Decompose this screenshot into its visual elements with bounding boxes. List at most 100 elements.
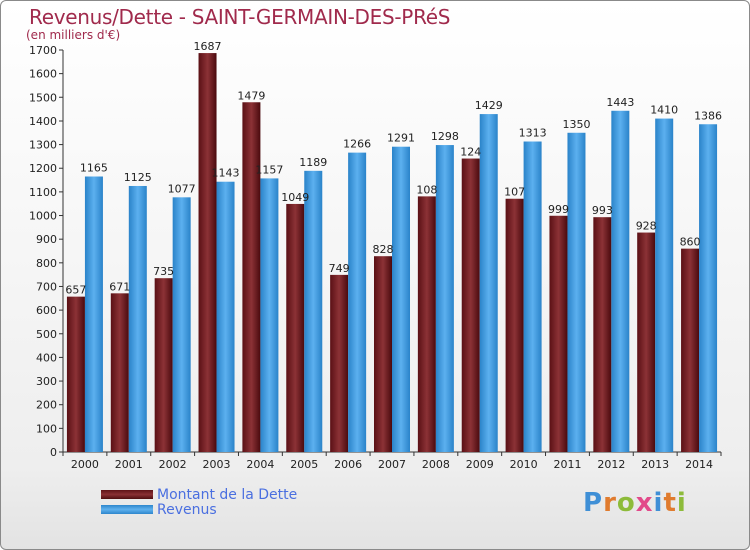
data-label-debt: 993 (592, 204, 613, 217)
bar-revenue (435, 145, 454, 453)
data-label-revenue: 1266 (343, 138, 371, 151)
bar-debt (549, 215, 568, 452)
bar-revenue (84, 176, 103, 452)
bar-revenue (392, 146, 410, 452)
data-label-revenue: 1165 (80, 162, 108, 175)
y-tick-label: 400 (36, 351, 57, 364)
bar-revenue (699, 124, 718, 452)
data-label-debt: 999 (548, 203, 569, 216)
legend: Montant de la Dette Revenus (101, 486, 298, 518)
y-tick-label: 1500 (29, 91, 57, 104)
data-label-revenue: 1350 (562, 118, 590, 131)
data-label-revenue: 1291 (387, 132, 415, 145)
bar-debt (505, 198, 524, 452)
bar-debt (330, 274, 349, 452)
y-tick-label: 100 (36, 422, 57, 435)
data-label-revenue: 1189 (299, 156, 327, 169)
y-tick-label: 800 (36, 257, 57, 270)
x-tick-label: 2010 (510, 458, 538, 471)
legend-swatch-debt (101, 490, 153, 499)
x-tick-label: 2012 (597, 458, 625, 471)
data-label-debt: 671 (109, 280, 130, 293)
data-label-debt: 735 (153, 265, 174, 278)
data-label-revenue: 1429 (475, 99, 503, 112)
data-label-debt: 749 (329, 262, 350, 275)
y-tick-label: 0 (50, 446, 57, 459)
x-tick-label: 2003 (203, 458, 231, 471)
bar-revenue (128, 185, 147, 452)
legend-item-debt: Montant de la Dette (101, 486, 298, 503)
bar-debt (461, 158, 480, 453)
bar-debt (198, 53, 217, 452)
bar-debt (110, 293, 129, 452)
bar-debt (681, 248, 700, 452)
bar-revenue (611, 110, 630, 452)
y-tick-label: 1700 (29, 44, 57, 57)
y-tick-label: 1100 (29, 186, 57, 199)
y-tick-label: 1000 (29, 210, 57, 223)
bar-debt (637, 232, 656, 452)
data-label-revenue: 1077 (168, 182, 196, 195)
data-label-debt: 1479 (237, 89, 265, 102)
data-label-revenue: 1313 (519, 127, 547, 140)
y-tick-label: 1600 (29, 68, 57, 81)
bar-debt (66, 296, 85, 452)
bar-revenue (260, 178, 279, 452)
bar-debt (593, 217, 612, 452)
bar-debt (417, 196, 436, 452)
y-tick-label: 1200 (29, 162, 57, 175)
data-label-debt: 107 (504, 186, 525, 199)
chart-subtitle: (en milliers d'€) (26, 28, 121, 42)
bar-revenue (479, 114, 498, 452)
data-label-revenue: 1410 (650, 104, 678, 117)
bar-revenue (567, 132, 586, 452)
y-tick-label: 500 (36, 328, 57, 341)
y-tick-label: 200 (36, 399, 57, 412)
x-tick-label: 2013 (641, 458, 669, 471)
legend-swatch-revenue (101, 505, 153, 514)
x-tick-label: 2009 (466, 458, 494, 471)
proxiti-logo: Proxiti (583, 488, 687, 518)
data-label-debt: 124 (460, 146, 481, 159)
x-tick-label: 2002 (159, 458, 187, 471)
data-label-debt: 657 (65, 284, 86, 297)
bar-revenue (655, 118, 674, 452)
data-label-revenue: 1157 (255, 163, 283, 176)
data-label-revenue: 1298 (431, 130, 459, 143)
bar-revenue (523, 141, 542, 453)
x-tick-label: 2006 (334, 458, 362, 471)
legend-label-debt: Montant de la Dette (157, 486, 298, 503)
x-tick-label: 2000 (71, 458, 99, 471)
bar-revenue (172, 197, 191, 452)
legend-label-revenue: Revenus (157, 501, 217, 518)
data-label-debt: 928 (636, 220, 657, 233)
chart-title: Revenus/Dette - SAINT-GERMAIN-DES-PRéS (29, 5, 451, 29)
legend-item-revenue: Revenus (101, 501, 297, 518)
data-label-debt: 1049 (281, 191, 309, 204)
y-tick-label: 700 (36, 280, 57, 293)
y-tick-label: 300 (36, 375, 57, 388)
y-tick-label: 600 (36, 304, 57, 317)
y-tick-label: 1300 (29, 139, 57, 152)
x-tick-label: 2004 (246, 458, 274, 471)
x-tick-label: 2008 (422, 458, 450, 471)
x-tick-label: 2007 (378, 458, 406, 471)
data-label-debt: 828 (373, 243, 394, 256)
bar-debt (242, 102, 261, 452)
bar-revenue (304, 170, 323, 452)
bar-debt (374, 256, 392, 452)
data-label-debt: 1687 (194, 40, 222, 53)
data-label-debt: 860 (680, 236, 701, 249)
y-tick-label: 900 (36, 233, 57, 246)
x-tick-label: 2014 (685, 458, 713, 471)
data-label-debt: 108 (416, 183, 437, 196)
bar-revenue (348, 152, 367, 452)
data-label-revenue: 1386 (694, 109, 722, 122)
x-tick-label: 2001 (115, 458, 143, 471)
bar-revenue (216, 181, 235, 452)
x-tick-label: 2005 (290, 458, 318, 471)
data-label-revenue: 1443 (606, 96, 634, 109)
x-tick-label: 2011 (553, 458, 581, 471)
y-tick-label: 1400 (29, 115, 57, 128)
